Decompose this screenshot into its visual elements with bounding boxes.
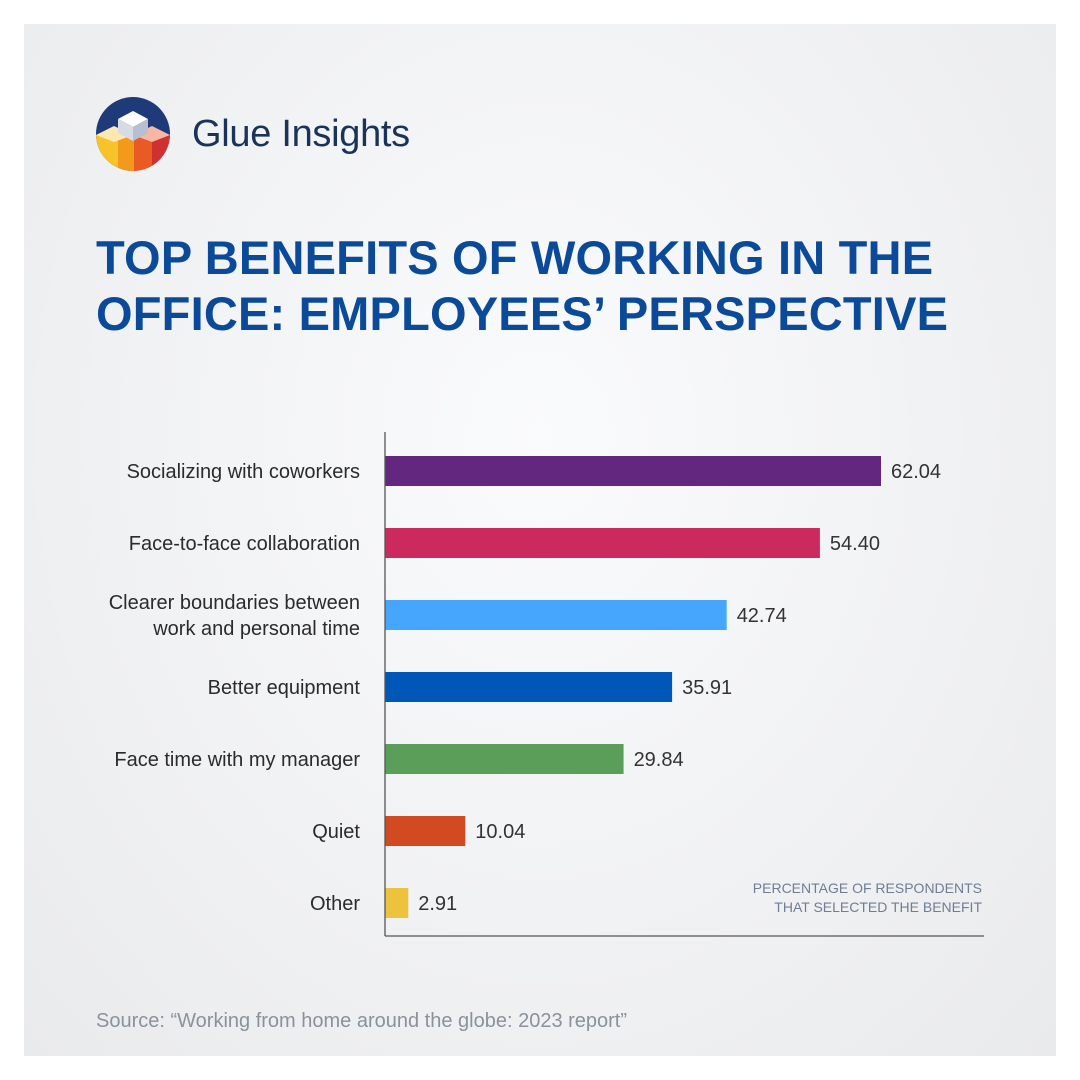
- category-label: Better equipment: [208, 677, 361, 699]
- bar: [385, 744, 624, 774]
- category-label-line: Other: [310, 893, 360, 915]
- data-label: 2.91: [418, 893, 457, 915]
- bar: [385, 456, 881, 486]
- data-label: 62.04: [891, 461, 941, 483]
- category-label: Socializing with coworkers: [127, 461, 360, 483]
- category-label: Quiet: [312, 821, 360, 843]
- category-label: Other: [310, 893, 360, 915]
- category-label-line: work and personal time: [152, 618, 360, 640]
- data-label: 10.04: [475, 821, 525, 843]
- category-label-line: Clearer boundaries between: [109, 592, 360, 614]
- bar: [385, 816, 466, 846]
- bar-chart: 62.04 Socializing with coworkers 54.40 Face…: [109, 432, 984, 937]
- cube-logo-icon: [96, 97, 170, 171]
- bar: [385, 888, 409, 918]
- category-label-line: Face-to-face collaboration: [129, 533, 360, 555]
- bar: [385, 600, 727, 630]
- bar: [385, 528, 820, 558]
- data-label: 54.40: [830, 533, 880, 555]
- bar: [385, 672, 673, 702]
- category-label: Clearer boundaries between work and perso…: [109, 592, 360, 640]
- category-label-line: Socializing with coworkers: [127, 461, 360, 483]
- data-label: 42.74: [737, 605, 787, 627]
- page-title: TOP BENEFITS OF WORKING IN THE OFFICE: E…: [96, 231, 949, 340]
- data-label: 35.91: [682, 677, 732, 699]
- category-label-line: Quiet: [312, 821, 360, 843]
- source-note: Source: “Working from home around the gl…: [96, 1010, 628, 1032]
- category-label: Face-to-face collaboration: [129, 533, 360, 555]
- data-label: 29.84: [634, 749, 684, 771]
- axis-annotation: PERCENTAGE OF RESPONDENTS: [753, 880, 982, 896]
- infographic-card: Glue Insights TOP BENEFITS OF WORKING IN…: [24, 24, 1056, 1056]
- category-label-line: Face time with my manager: [114, 749, 360, 771]
- brand-name: Glue Insights: [192, 112, 410, 155]
- category-label-line: Better equipment: [208, 677, 361, 699]
- category-label: Face time with my manager: [114, 749, 360, 771]
- brand-header: Glue Insights: [96, 96, 410, 172]
- axis-annotation: THAT SELECTED THE BENEFIT: [774, 899, 982, 915]
